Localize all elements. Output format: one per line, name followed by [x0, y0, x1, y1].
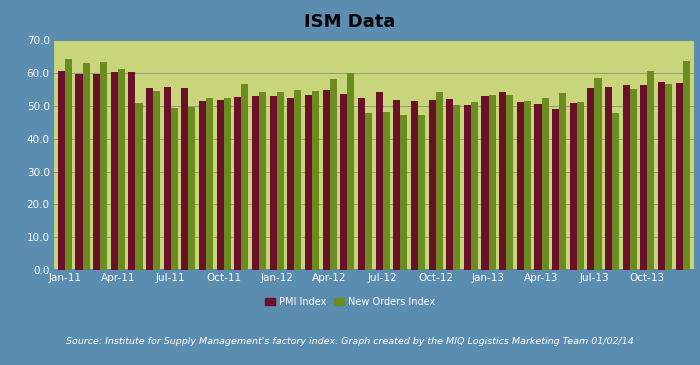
Bar [418, 115, 425, 270]
Bar [630, 89, 637, 270]
Bar [270, 96, 276, 270]
Bar [100, 62, 107, 270]
Bar [594, 78, 601, 270]
Bar [489, 95, 496, 270]
Bar [524, 101, 531, 270]
Bar [93, 74, 100, 270]
Bar [517, 101, 524, 270]
Bar [577, 101, 584, 270]
Bar [199, 101, 206, 270]
Bar [136, 103, 143, 270]
Bar [648, 71, 654, 270]
Bar [259, 92, 266, 270]
Bar [393, 100, 400, 270]
Bar [570, 103, 577, 270]
Bar [347, 73, 354, 270]
Bar [376, 92, 383, 270]
Bar [188, 107, 195, 270]
Bar [383, 112, 390, 270]
Bar [146, 88, 153, 270]
Bar [323, 90, 330, 270]
Bar [234, 97, 241, 270]
Bar [153, 91, 160, 270]
Bar [658, 82, 665, 270]
Bar [559, 93, 566, 270]
Bar [83, 63, 90, 270]
Bar [287, 98, 295, 270]
Bar [252, 96, 259, 270]
Text: Source: Institute for Supply Management's factory index. Graph created by the MI: Source: Institute for Supply Management'… [66, 337, 634, 346]
Bar [623, 85, 630, 270]
Bar [471, 101, 478, 270]
Bar [305, 95, 312, 270]
Bar [665, 84, 672, 270]
Bar [224, 98, 231, 270]
Bar [640, 85, 648, 270]
Bar [65, 58, 72, 270]
Bar [587, 88, 594, 270]
Bar [535, 104, 542, 270]
Bar [411, 101, 418, 270]
Bar [482, 96, 489, 270]
Bar [612, 113, 620, 270]
Bar [276, 92, 284, 270]
Bar [552, 109, 559, 270]
Bar [499, 92, 506, 270]
Legend: PMI Index, New Orders Index: PMI Index, New Orders Index [261, 293, 439, 311]
Bar [605, 87, 612, 270]
Bar [217, 100, 224, 270]
Bar [164, 87, 171, 270]
Bar [295, 90, 302, 270]
Bar [118, 69, 125, 270]
Bar [340, 94, 347, 270]
Bar [58, 71, 65, 270]
Bar [400, 115, 407, 270]
Bar [435, 92, 442, 270]
Bar [241, 84, 248, 270]
Bar [206, 98, 213, 270]
Bar [676, 83, 682, 270]
Bar [682, 61, 690, 270]
Bar [428, 100, 435, 270]
Bar [111, 72, 118, 270]
Text: ISM Data: ISM Data [304, 13, 395, 31]
Bar [330, 79, 337, 270]
Bar [446, 99, 453, 270]
Bar [506, 95, 513, 270]
Bar [542, 98, 549, 270]
Bar [181, 88, 188, 270]
Bar [312, 91, 319, 270]
Bar [76, 74, 83, 270]
Bar [171, 108, 178, 270]
Bar [464, 105, 471, 270]
Bar [128, 72, 136, 270]
Bar [358, 97, 365, 270]
Bar [365, 113, 372, 270]
Bar [453, 105, 461, 270]
